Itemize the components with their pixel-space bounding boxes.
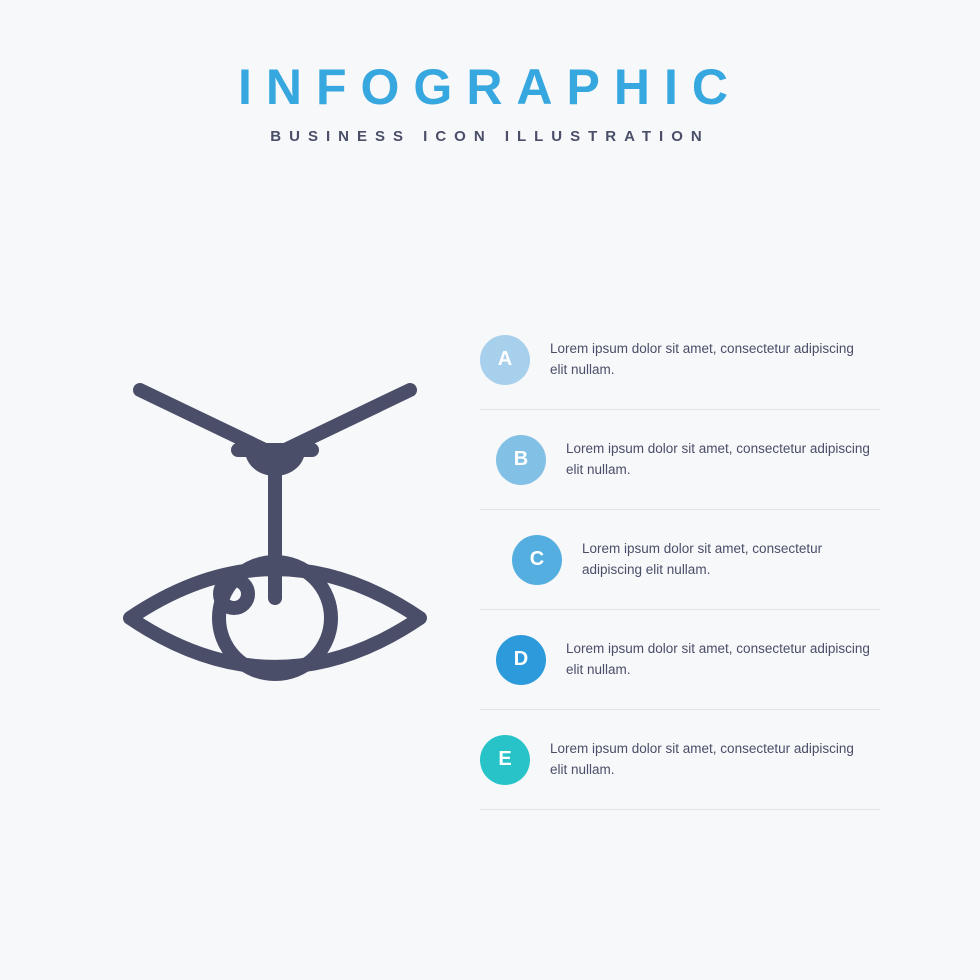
step-text: Lorem ipsum dolor sit amet, consectetur … — [566, 639, 880, 681]
list-item: B Lorem ipsum dolor sit amet, consectetu… — [480, 410, 880, 510]
list-item: A Lorem ipsum dolor sit amet, consectetu… — [480, 310, 880, 410]
step-text: Lorem ipsum dolor sit amet, consectetur … — [550, 339, 870, 381]
list-item: D Lorem ipsum dolor sit amet, consectetu… — [480, 610, 880, 710]
steps-list: A Lorem ipsum dolor sit amet, consectetu… — [480, 310, 880, 810]
eye-surgery-laser-icon — [110, 380, 440, 710]
step-text: Lorem ipsum dolor sit amet, consectetur … — [582, 539, 880, 581]
step-text: Lorem ipsum dolor sit amet, consectetur … — [550, 739, 870, 781]
step-badge-b: B — [496, 435, 546, 485]
page-subtitle: BUSINESS ICON ILLUSTRATION — [0, 128, 980, 145]
step-badge-c: C — [512, 535, 562, 585]
list-item: E Lorem ipsum dolor sit amet, consectetu… — [480, 710, 880, 810]
step-badge-a: A — [480, 335, 530, 385]
step-text: Lorem ipsum dolor sit amet, consectetur … — [566, 439, 880, 481]
header: INFOGRAPHIC BUSINESS ICON ILLUSTRATION — [0, 0, 980, 145]
infographic-page: INFOGRAPHIC BUSINESS ICON ILLUSTRATION — [0, 0, 980, 980]
list-item: C Lorem ipsum dolor sit amet, consectetu… — [480, 510, 880, 610]
page-title: INFOGRAPHIC — [0, 58, 980, 116]
step-badge-e: E — [480, 735, 530, 785]
step-badge-d: D — [496, 635, 546, 685]
content-area: A Lorem ipsum dolor sit amet, consectetu… — [0, 310, 980, 870]
